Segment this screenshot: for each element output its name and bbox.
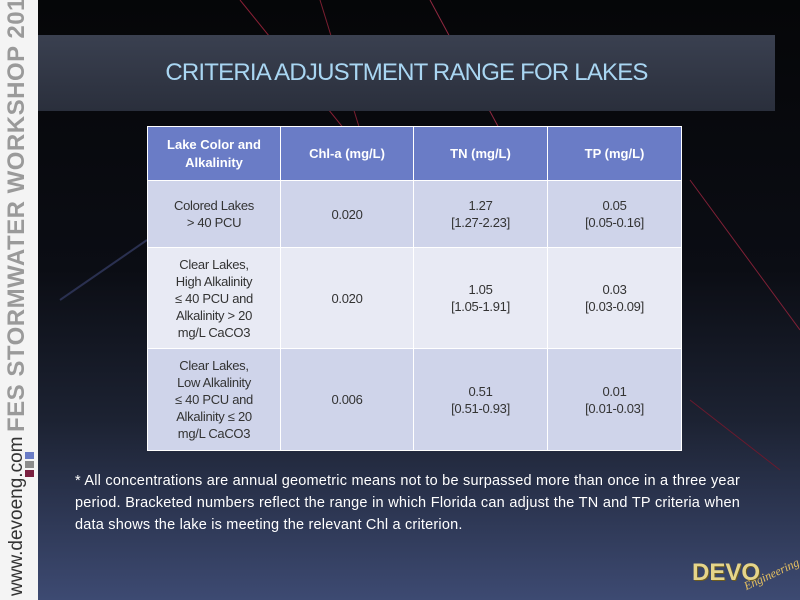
table-cell: Clear Lakes, High Alkalinity ≤ 40 PCU and A… [147,247,281,349]
cell-line: TN (mg/L) [450,145,511,161]
cell-line: Low Alkalinity [177,375,251,390]
accent-square [25,470,34,477]
cell-line: [0.51-0.93] [451,400,510,416]
title-bar: CRITERIA ADJUSTMENT RANGE FOR LAKES [38,35,775,111]
cell-line: 0.01 [602,383,627,399]
cell-line: 0.020 [331,206,363,222]
cell-line: 0.51 [468,383,493,399]
footnote: * All concentrations are annual geometri… [75,473,740,533]
criteria-table: Lake Color and Alkalinity Chl-a (mg/L) TN (… [147,126,682,451]
cell-line: 0.006 [331,392,363,407]
cell-line: ≤ 40 PCU and [175,290,253,306]
table-cell: Colored Lakes > 40 PCU [147,180,281,248]
cell-line: Alkalinity [185,154,243,170]
cell-line: Chl-a (mg/L) [309,145,385,161]
header-row: Lake Color and Alkalinity Chl-a (mg/L) TN (… [147,126,682,181]
table-row: Colored Lakes > 40 PCU 0.020 1.27 [1.27-2.23… [147,180,682,248]
accent-square [25,452,34,459]
cell-line: [0.01-0.03] [585,400,644,416]
table-cell: 0.03 [0.03-0.09] [547,247,682,349]
cell-line: TP (mg/L) [584,145,645,161]
cell-line: Alkalinity > 20 [175,307,253,323]
cell-line: 0.03 [602,282,627,297]
logo-text: DEVO [692,559,761,586]
cell-line: 0.05 [602,198,627,213]
table-cell: 0.020 [280,247,414,349]
cell-line: Alkalinity ≤ 20 [176,409,252,424]
cell-line: [0.05-0.16] [585,215,644,230]
sidebar [0,0,38,600]
table-row: Clear Lakes, Low Alkalinity ≤ 40 PCU and Al… [147,348,682,451]
website: www.devoeng.com [6,436,27,596]
cell-line: mg/L CaCO3 [177,426,251,441]
table-row: Clear Lakes, High Alkalinity ≤ 40 PCU and A… [147,247,682,349]
table-cell: 1.27 [1.27-2.23] [413,180,548,248]
cell-line: 0.020 [331,290,363,306]
cell-line: Colored Lakes [174,198,254,213]
header-cell: Lake Color and Alkalinity [147,126,281,181]
cell-line: Lake Color and [167,136,261,152]
table-cell: 0.020 [280,180,414,248]
ray [689,399,781,471]
cell-line: [0.03-0.09] [585,299,644,314]
table-cell: 0.05 [0.05-0.16] [547,180,682,248]
cell-line: [1.27-2.23] [451,215,510,230]
ray [59,239,148,301]
table-cell: 0.006 [280,348,414,451]
cell-line: 1.27 [468,198,493,213]
header-cell: TN (mg/L) [413,126,548,181]
table-cell: Clear Lakes, Low Alkalinity ≤ 40 PCU and Al… [147,348,281,451]
logo: DEVO Engineering [688,555,800,600]
table-cell: 1.05 [1.05-1.91] [413,247,548,349]
title: CRITERIA ADJUSTMENT RANGE FOR LAKES [165,59,648,86]
table-cell: 0.51 [0.51-0.93] [413,348,548,451]
table-cell: 0.01 [0.01-0.03] [547,348,682,451]
workshop-label: FES STORMWATER WORKSHOP 2010 [3,0,30,432]
cell-line: ≤ 40 PCU and [175,392,253,407]
cell-line: [1.05-1.91] [451,299,510,314]
header-cell: TP (mg/L) [547,126,682,181]
cell-line: Clear Lakes, [179,256,249,272]
cell-line: High Alkalinity [175,273,253,289]
cell-line: mg/L CaCO3 [177,324,251,340]
header-cell: Chl-a (mg/L) [280,126,414,181]
cell-line: > 40 PCU [186,215,242,230]
cell-line: Clear Lakes, [179,358,249,373]
cell-line: 1.05 [468,282,493,297]
ray [689,179,800,331]
accent-square [25,461,34,468]
